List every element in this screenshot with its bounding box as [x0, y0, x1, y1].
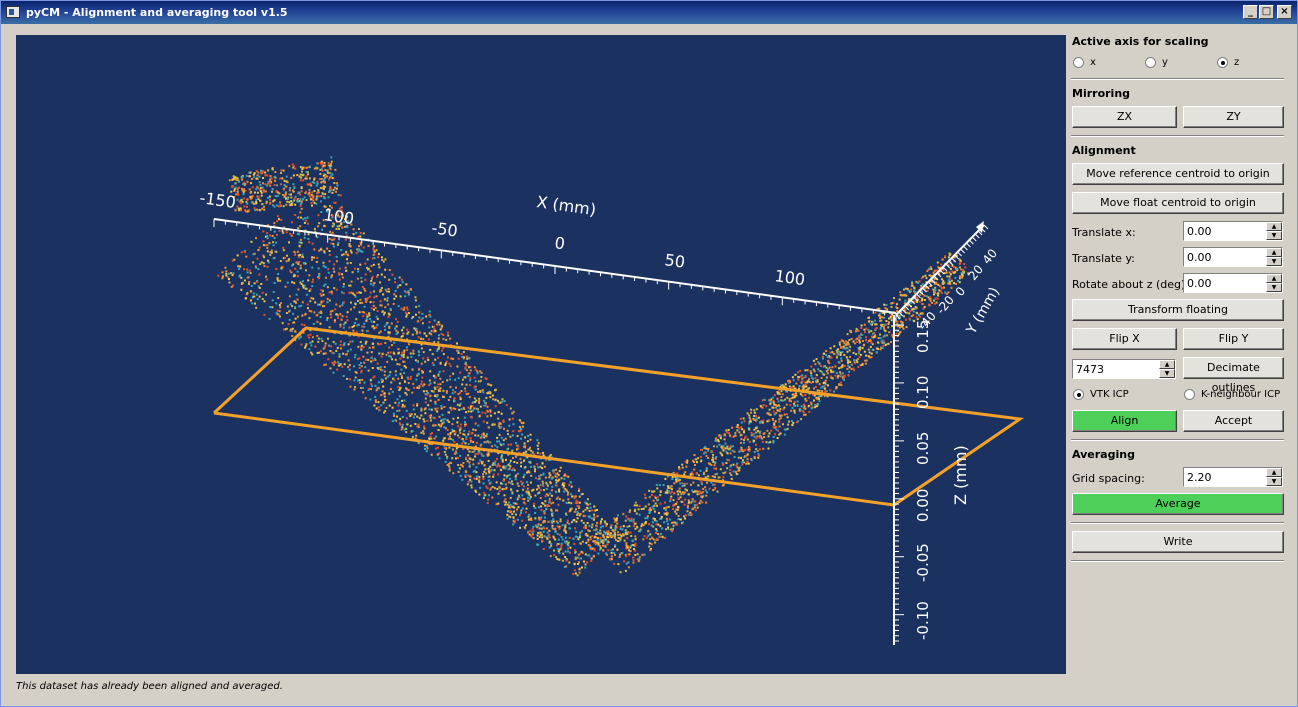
x-tick-label-5: 50	[663, 250, 686, 272]
translate-x-label: Translate x:	[1072, 226, 1136, 239]
spin-down-icon: ▼	[1159, 369, 1175, 378]
y-axis-title: Y (mm)	[963, 285, 1003, 338]
flip-x-button[interactable]: Flip X	[1072, 328, 1177, 350]
divider	[1071, 560, 1284, 562]
x-tick-label-3: -50	[430, 218, 459, 240]
divider	[1071, 439, 1284, 441]
radio-indicator	[1217, 57, 1228, 68]
spin-down-icon: ▼	[1266, 283, 1282, 292]
divider	[1071, 78, 1284, 80]
decimate-count-spinbox[interactable]: 7473 ▲ ▼	[1072, 359, 1176, 379]
align-button[interactable]: Align	[1072, 410, 1177, 432]
z-tick-label-6: -0.10	[914, 601, 932, 640]
spinbox-arrows[interactable]: ▲ ▼	[1266, 222, 1282, 240]
x-tick-label-4: 0	[553, 233, 566, 253]
z-tick-label-3: 0.05	[914, 432, 932, 465]
rotate-z-spinbox[interactable]: 0.00 ▲ ▼	[1183, 273, 1283, 293]
transform-floating-button[interactable]: Transform floating	[1072, 299, 1284, 321]
spin-up-icon: ▲	[1266, 274, 1282, 283]
status-text: This dataset has already been aligned an…	[16, 681, 283, 692]
maximize-button[interactable]: □	[1259, 5, 1274, 19]
vtk-icp-radio[interactable]: VTK ICP	[1073, 389, 1129, 400]
window-title: pyCM - Alignment and averaging tool v1.5	[26, 6, 288, 19]
point-cloud	[217, 156, 970, 577]
grid-spacing-label: Grid spacing:	[1072, 472, 1145, 485]
x-tick-label-6: 100	[773, 266, 806, 289]
app-icon	[6, 6, 20, 18]
minimize-button[interactable]: _	[1243, 5, 1258, 19]
average-button[interactable]: Average	[1072, 493, 1284, 515]
z-tick-label-5: -0.05	[914, 543, 932, 582]
rotate-z-label: Rotate about z (deg):	[1072, 278, 1190, 291]
accept-button[interactable]: Accept	[1183, 410, 1284, 432]
divider	[1071, 522, 1284, 524]
spinbox-arrows[interactable]: ▲ ▼	[1266, 468, 1282, 486]
spinbox-arrows[interactable]: ▲ ▼	[1266, 274, 1282, 292]
mirroring-section-title: Mirroring	[1072, 87, 1131, 100]
mirror-zy-button[interactable]: ZY	[1183, 106, 1284, 128]
z-tick-label-4: 0.00	[914, 489, 932, 522]
move-float-centroid-button[interactable]: Move float centroid to origin	[1072, 192, 1284, 214]
alignment-section-title: Alignment	[1072, 144, 1136, 157]
z-tick-label-1: 0.15	[914, 320, 932, 353]
x-tick-label-2: 100	[322, 205, 355, 228]
move-reference-centroid-button[interactable]: Move reference centroid to origin	[1072, 163, 1284, 185]
y-tick-label-1: 40	[980, 246, 1001, 267]
k-neighbour-icp-radio[interactable]: K-neighbour ICP	[1184, 389, 1280, 400]
y-tick-label-3: 0	[953, 284, 969, 299]
translate-y-spinbox[interactable]: 0.00 ▲ ▼	[1183, 247, 1283, 267]
spin-down-icon: ▼	[1266, 477, 1282, 486]
y-tick-label-4: -20	[934, 293, 957, 317]
radio-indicator	[1073, 57, 1084, 68]
x-axis-title: X (mm)	[535, 192, 597, 219]
translate-y-label: Translate y:	[1072, 252, 1135, 265]
decimate-outlines-button[interactable]: Decimate outlines	[1183, 357, 1284, 394]
z-tick-label-2: 0.10	[914, 376, 932, 409]
point-cloud-render: X (mm) -150 100 -50 0 50 100 0.15 0.10 0…	[198, 156, 1025, 645]
radio-indicator	[1073, 389, 1084, 400]
x-tick-label-1: -150	[198, 188, 237, 212]
y-axis-arrow	[976, 221, 984, 233]
averaging-section-title: Averaging	[1072, 448, 1135, 461]
spin-up-icon: ▲	[1159, 360, 1175, 369]
spin-up-icon: ▲	[1266, 468, 1282, 477]
mirror-zx-button[interactable]: ZX	[1072, 106, 1177, 128]
spinbox-arrows[interactable]: ▲ ▼	[1266, 248, 1282, 266]
scaling-radio-x[interactable]: x	[1073, 57, 1096, 68]
title-bar[interactable]: pyCM - Alignment and averaging tool v1.5…	[1, 1, 1297, 24]
x-axis-ticks	[213, 219, 897, 321]
z-axis-ticks	[894, 324, 904, 642]
scaling-radio-y[interactable]: y	[1145, 57, 1168, 68]
y-tick-label-2: 20	[966, 262, 987, 283]
flip-y-button[interactable]: Flip Y	[1183, 328, 1284, 350]
grid-spacing-spinbox[interactable]: 2.20 ▲ ▼	[1183, 467, 1283, 487]
spin-up-icon: ▲	[1266, 248, 1282, 257]
close-button[interactable]: ×	[1277, 5, 1292, 19]
write-button[interactable]: Write	[1072, 531, 1284, 553]
perimeter-outline	[212, 326, 1025, 507]
divider	[1071, 135, 1284, 137]
translate-x-spinbox[interactable]: 0.00 ▲ ▼	[1183, 221, 1283, 241]
3d-viewport[interactable]: X (mm) -150 100 -50 0 50 100 0.15 0.10 0…	[16, 35, 1066, 674]
scaling-section-title: Active axis for scaling	[1072, 35, 1209, 48]
scaling-radio-z[interactable]: z	[1217, 57, 1239, 68]
z-axis-title: Z (mm)	[951, 445, 970, 505]
y-axis-ticks	[895, 224, 989, 320]
spin-down-icon: ▼	[1266, 257, 1282, 266]
radio-indicator	[1145, 57, 1156, 68]
spin-down-icon: ▼	[1266, 231, 1282, 240]
spinbox-arrows[interactable]: ▲ ▼	[1159, 360, 1175, 378]
radio-indicator	[1184, 389, 1195, 400]
spin-up-icon: ▲	[1266, 222, 1282, 231]
